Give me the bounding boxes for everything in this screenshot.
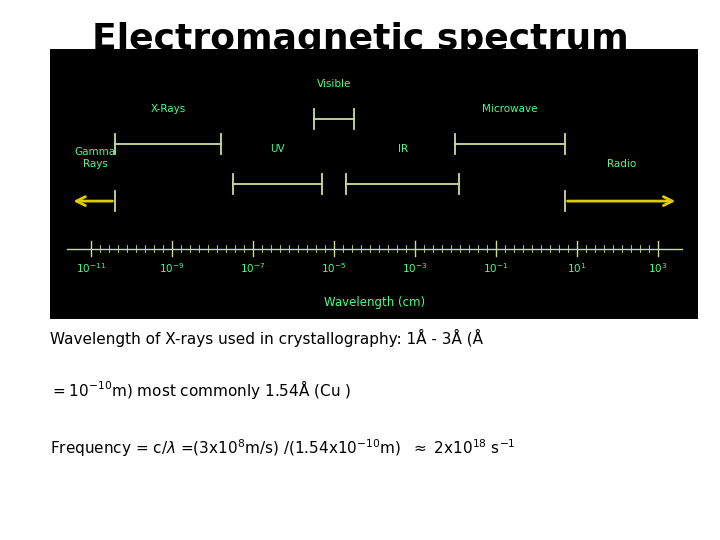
Text: IR: IR <box>397 144 408 153</box>
Text: $= 10^{-10}$m) most commonly 1.54Å (Cu ): $= 10^{-10}$m) most commonly 1.54Å (Cu ) <box>50 378 352 401</box>
Text: Visible: Visible <box>317 79 351 89</box>
Text: $10^{-11}$: $10^{-11}$ <box>76 261 106 275</box>
Text: X-Rays: X-Rays <box>150 104 186 113</box>
Text: Electromagnetic spectrum: Electromagnetic spectrum <box>91 22 629 56</box>
Text: UV: UV <box>270 144 284 153</box>
Text: Wavelength of X-rays used in crystallography: 1Å - 3Å (Å: Wavelength of X-rays used in crystallogr… <box>50 329 483 347</box>
Text: Microwave: Microwave <box>482 104 538 113</box>
Text: $10^{-1}$: $10^{-1}$ <box>483 261 508 275</box>
Text: $10^{-5}$: $10^{-5}$ <box>321 261 346 275</box>
Text: Gamma
Rays: Gamma Rays <box>74 147 115 168</box>
Text: Radio: Radio <box>607 159 636 168</box>
Text: $10^{3}$: $10^{3}$ <box>648 261 667 275</box>
Text: Wavelength (cm): Wavelength (cm) <box>324 296 425 309</box>
Text: $10^{-7}$: $10^{-7}$ <box>240 261 266 275</box>
Text: $10^{-9}$: $10^{-9}$ <box>159 261 184 275</box>
Text: $10^{1}$: $10^{1}$ <box>567 261 587 275</box>
Text: Frequency = c/$\lambda$ =(3x10$^{8}$m/s) /(1.54x10$^{-10}$m)  $\approx$ 2x10$^{1: Frequency = c/$\lambda$ =(3x10$^{8}$m/s)… <box>50 437 516 459</box>
Text: $10^{-3}$: $10^{-3}$ <box>402 261 428 275</box>
